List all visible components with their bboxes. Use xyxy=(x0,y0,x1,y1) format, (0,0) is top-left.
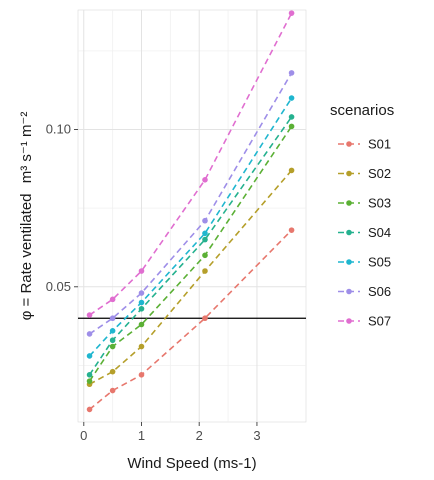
legend-item-s05: S05 xyxy=(338,255,391,270)
data-point-s02 xyxy=(202,268,208,274)
legend-key-point xyxy=(346,259,352,265)
legend-label: S01 xyxy=(368,137,391,152)
legend-key-point xyxy=(346,200,352,206)
legend-item-s02: S02 xyxy=(338,166,391,181)
series-s03 xyxy=(86,123,295,384)
data-point-s07 xyxy=(138,268,145,274)
data-point-s04 xyxy=(138,305,145,312)
series-s05 xyxy=(86,95,295,359)
series-line-s07 xyxy=(89,12,293,316)
data-point-s07 xyxy=(288,10,295,16)
data-point-s02 xyxy=(109,368,116,375)
x-tick-label: 3 xyxy=(253,428,260,443)
x-tick-label: 2 xyxy=(196,428,203,443)
x-tick-label: 1 xyxy=(138,428,145,443)
data-point-s05 xyxy=(202,230,208,237)
data-point-s06 xyxy=(138,290,145,296)
series-s06 xyxy=(86,70,295,337)
data-point-s01 xyxy=(138,372,145,378)
y-axis-title-units: m³ s⁻¹ m⁻² xyxy=(18,112,35,184)
legend-title: scenarios xyxy=(330,102,394,119)
plot-panel xyxy=(77,9,307,423)
y-tick-label: 0.10 xyxy=(46,122,71,137)
data-point-s04 xyxy=(86,372,93,378)
data-point-s02 xyxy=(138,343,145,350)
data-point-s03 xyxy=(86,378,93,384)
data-point-s01 xyxy=(86,406,93,413)
series-s07 xyxy=(86,10,295,318)
legend-item-s06: S06 xyxy=(338,284,391,299)
y-tick-label: 0.05 xyxy=(46,279,71,294)
data-point-s06 xyxy=(288,70,295,76)
legend-label: S03 xyxy=(368,196,391,211)
legend-item-s07: S07 xyxy=(338,314,391,329)
data-point-s03 xyxy=(109,343,116,350)
data-point-s05 xyxy=(138,299,145,306)
data-point-s06 xyxy=(86,331,93,337)
legend-item-s04: S04 xyxy=(338,225,391,240)
legend-label: S02 xyxy=(368,166,391,181)
legend-label: S05 xyxy=(368,255,391,270)
data-point-s06 xyxy=(109,315,116,322)
legend-key-point xyxy=(346,141,352,147)
data-point-s05 xyxy=(86,353,93,359)
series-s01 xyxy=(86,227,295,413)
series-group xyxy=(86,10,295,413)
data-point-s07 xyxy=(202,177,208,183)
series-s04 xyxy=(86,114,295,378)
legend-key-point xyxy=(346,170,352,177)
y-axis-title: φ = Rate ventilated m³ s⁻¹ m⁻² xyxy=(18,112,35,321)
data-point-s04 xyxy=(202,236,208,243)
grid xyxy=(78,10,306,422)
data-point-s01 xyxy=(288,227,295,233)
data-point-s04 xyxy=(288,114,295,120)
legend-item-s03: S03 xyxy=(338,196,391,211)
legend-label: S06 xyxy=(368,284,391,299)
legend: S01 S02 S03 S04 S05 S06 S07 xyxy=(338,137,391,329)
axes: 0 1 2 3 0.05 0.10 xyxy=(46,122,261,443)
data-point-s03 xyxy=(138,321,145,328)
x-tick-label: 0 xyxy=(80,428,87,443)
legend-key-point xyxy=(346,318,352,324)
legend-key-point xyxy=(346,288,352,295)
data-point-s07 xyxy=(109,296,116,303)
legend-label: S07 xyxy=(368,314,391,329)
legend-key-point xyxy=(346,229,352,236)
y-axis-title-prefix: φ = Rate ventilated xyxy=(18,193,35,320)
legend-label: S04 xyxy=(368,225,391,240)
data-point-s03 xyxy=(202,252,208,259)
data-point-s01 xyxy=(202,315,208,322)
data-point-s05 xyxy=(288,95,295,101)
x-axis-title: Wind Speed (ms-1) xyxy=(127,455,256,472)
data-point-s01 xyxy=(109,387,116,394)
data-point-s05 xyxy=(109,327,116,334)
data-point-s07 xyxy=(86,312,93,318)
data-point-s04 xyxy=(109,337,116,344)
legend-item-s01: S01 xyxy=(338,137,391,152)
data-point-s02 xyxy=(288,167,295,174)
series-line-s03 xyxy=(88,125,293,382)
data-point-s06 xyxy=(202,217,208,224)
data-point-s03 xyxy=(288,123,295,130)
